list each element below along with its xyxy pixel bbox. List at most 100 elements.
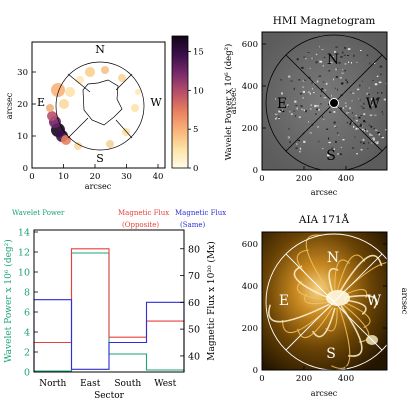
magnetic-feature — [308, 76, 311, 79]
coronal-loop — [305, 234, 332, 295]
wavelet-power-patch — [65, 87, 75, 97]
magnetic-feature — [383, 98, 386, 101]
magnetic-feature — [334, 125, 336, 128]
aia-x-tick-label: 400 — [338, 374, 354, 384]
left-tick-label: 8 — [24, 288, 30, 299]
magnetic-feature — [345, 105, 347, 107]
magnetic-feature — [318, 75, 322, 77]
magnetic-feature — [377, 132, 380, 134]
magnetic-feature — [295, 147, 298, 149]
magnetic-feature — [364, 130, 366, 132]
legend-flux-same-line2: (Same) — [180, 221, 205, 229]
magnetic-feature — [302, 97, 304, 99]
magnetic-feature — [340, 146, 342, 148]
magnetic-feature — [299, 147, 302, 150]
magnetic-feature — [358, 116, 361, 119]
magnetic-feature — [348, 110, 350, 112]
map-y-tick-label: 0 — [23, 164, 28, 174]
magnetic-feature — [355, 127, 358, 130]
colorbar-label: Wavelet Power x 10⁶ (deg²) — [223, 44, 234, 161]
magnetic-feature — [342, 69, 344, 71]
magnetic-feature — [319, 103, 322, 105]
magnetic-feature — [358, 98, 360, 100]
magnetic-feature — [366, 54, 369, 57]
map-y-axis-label: arcsec — [5, 92, 14, 119]
aia-frame — [261, 231, 388, 371]
magnetic-feature — [348, 61, 350, 63]
magnetic-feature — [323, 119, 325, 120]
magnetic-feature — [362, 138, 365, 141]
magnetic-feature — [361, 125, 363, 127]
right-tick-label: 40 — [188, 351, 200, 362]
magnetic-feature — [293, 87, 295, 90]
magnetic-feature — [309, 92, 311, 95]
sector-lines — [55, 61, 145, 151]
magnetic-feature — [341, 107, 345, 110]
magnetic-feature — [372, 80, 374, 81]
magnetic-feature — [344, 102, 347, 104]
magnetic-feature — [370, 125, 373, 128]
magnetic-feature — [313, 92, 315, 94]
hmi-background — [262, 32, 387, 170]
magnetic-feature — [295, 105, 298, 106]
magnetic-feature — [385, 83, 387, 85]
magnetic-feature — [345, 79, 348, 81]
magnetic-feature — [390, 93, 392, 94]
magnetic-feature — [379, 65, 383, 68]
wavelet-power-patch — [118, 74, 126, 82]
hmi-x-axis-label: arcsec — [311, 188, 338, 197]
magnetic-feature — [369, 107, 372, 110]
magnetic-feature — [318, 108, 320, 111]
panel-hmi-magnetogram: HMI Magnetogram N E W S 0 200 400 0 200 400 6… — [229, 15, 396, 197]
magnetic-feature — [376, 75, 379, 77]
magnetic-feature — [331, 94, 332, 97]
magnetic-feature — [328, 141, 331, 144]
magnetic-feature — [274, 113, 278, 115]
magnetic-feature — [395, 104, 396, 105]
magnetic-feature — [300, 105, 303, 108]
magnetic-feature — [355, 115, 357, 117]
magnetic-feature — [283, 103, 285, 105]
magnetic-feature — [323, 56, 326, 58]
coronal-loop — [268, 303, 330, 323]
magnetic-feature — [278, 106, 281, 108]
magnetic-feature — [324, 89, 326, 92]
chart-x-axis-label: Sector — [94, 391, 125, 401]
aia-sector-north-label: N — [327, 250, 339, 266]
hmi-y-tick-label: 400 — [242, 82, 258, 92]
right-tick-label: 60 — [188, 298, 200, 309]
wavelet-annulus — [46, 66, 141, 150]
magnetic-feature — [333, 55, 334, 58]
left-tick-label: 0 — [24, 368, 30, 379]
magnetic-feature — [294, 100, 297, 103]
wavelet-power-patch — [76, 76, 84, 84]
wavelet-power-patch — [135, 89, 141, 95]
magnetic-feature — [301, 66, 304, 69]
wavelet-power-patch — [85, 67, 95, 77]
aia-sector-south-label: S — [326, 346, 336, 362]
magnetic-feature — [327, 154, 330, 157]
magnetic-feature — [294, 114, 297, 117]
coronal-loop — [343, 301, 371, 329]
magnetic-feature — [320, 94, 322, 97]
magnetic-feature — [368, 87, 370, 89]
left-tick-label: 2 — [24, 348, 30, 359]
magnetic-feature — [381, 136, 384, 139]
hmi-y-tick-label: 200 — [242, 124, 258, 134]
magnetic-feature — [378, 133, 380, 136]
magnetic-feature — [374, 129, 378, 131]
magnetic-feature — [382, 113, 384, 115]
map-x-tick-label: 0 — [29, 172, 34, 182]
right-tick-label: 50 — [188, 325, 200, 336]
sector-west-label: W — [150, 96, 162, 109]
aia-x-tick-label: 200 — [296, 374, 312, 384]
magnetic-feature — [385, 129, 387, 131]
magnetic-feature — [335, 46, 338, 48]
magnetic-feature — [338, 61, 341, 64]
colorbar-tick-label: 15 — [193, 48, 204, 58]
magnetic-feature — [302, 80, 305, 82]
wavelet-power-patch — [46, 104, 54, 112]
aia-y-tick-label: 600 — [242, 240, 258, 250]
hmi-x-tick-label: 0 — [259, 174, 264, 184]
coronal-loop — [296, 280, 329, 301]
